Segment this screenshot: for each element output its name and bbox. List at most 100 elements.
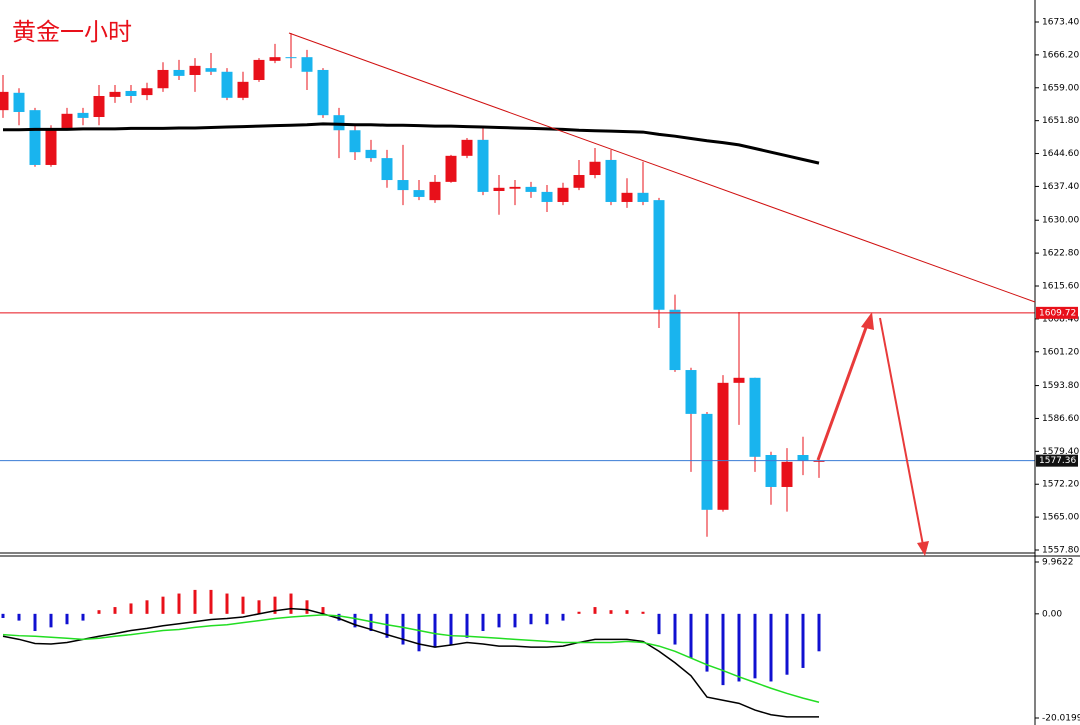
y-tick-label: 1557.80 <box>1042 546 1079 556</box>
histogram-bar <box>97 610 101 614</box>
histogram-bar <box>241 596 245 614</box>
histogram-bar <box>689 613 693 659</box>
candle-body <box>349 130 361 153</box>
candle-body <box>173 69 185 76</box>
histogram-bar <box>289 593 293 614</box>
histogram-bar <box>1 613 5 618</box>
candle-body <box>333 115 345 131</box>
price-tag-label: 1609.72 <box>1039 308 1076 318</box>
histogram-bar <box>385 613 389 638</box>
histogram-bar <box>49 613 53 628</box>
candle-body <box>493 187 505 191</box>
candle-body <box>765 454 777 487</box>
price-tag-label: 1577.36 <box>1039 456 1076 466</box>
candle-body <box>397 180 409 191</box>
histogram-bar <box>449 613 453 645</box>
histogram-bar <box>513 613 517 628</box>
trend-line <box>288 32 1036 303</box>
y-tick-label: 1608.40 <box>1042 314 1079 324</box>
histogram-bar <box>561 613 565 621</box>
histogram-bar <box>129 603 133 614</box>
y-tick-label: 1637.40 <box>1042 182 1079 192</box>
histogram-bar <box>769 613 773 682</box>
histogram-bar <box>273 596 277 614</box>
y-tick-label: 1673.40 <box>1042 18 1079 28</box>
y-tick-label: 1586.60 <box>1042 414 1079 424</box>
y-tick-label: 1615.60 <box>1042 282 1079 292</box>
y-tick-label: 1644.60 <box>1042 149 1079 159</box>
candle-body <box>13 92 25 112</box>
candle-body <box>717 382 729 510</box>
candle-body <box>317 69 329 116</box>
candle-body <box>413 190 425 197</box>
histogram-bar <box>177 593 181 614</box>
candle-body <box>525 186 537 192</box>
y-tick-label: 1572.20 <box>1042 480 1079 490</box>
histogram-bar <box>753 613 757 679</box>
y-tick-label: -20.0199 <box>1042 714 1080 724</box>
y-tick-label: 1593.80 <box>1042 381 1079 391</box>
histogram-bar <box>65 613 69 625</box>
histogram-bar <box>145 600 149 614</box>
histogram-bar <box>33 613 37 632</box>
candle-body <box>669 309 681 371</box>
y-tick-label: 1601.20 <box>1042 347 1079 357</box>
histogram-bar <box>529 613 533 625</box>
y-tick-label: 1630.00 <box>1042 216 1079 226</box>
candle-body <box>509 186 521 189</box>
candle-body <box>109 91 121 97</box>
plot-layer <box>0 32 1035 718</box>
histogram-bar <box>593 607 597 614</box>
y-tick-label: 1622.80 <box>1042 249 1079 259</box>
candle-body <box>749 377 761 457</box>
forecast-arrow <box>816 312 929 556</box>
candle-body <box>77 112 89 118</box>
histogram-bar <box>161 596 165 614</box>
candle-body <box>93 95 105 118</box>
y-tick-label: 1659.00 <box>1042 83 1079 93</box>
candle-body <box>61 113 73 128</box>
histogram-bar <box>193 589 197 614</box>
candle-body <box>653 200 665 310</box>
histogram-bar <box>417 613 421 652</box>
candle-body <box>429 181 441 201</box>
candle-body <box>541 191 553 202</box>
candle-body <box>301 57 313 72</box>
candle-body <box>29 110 41 165</box>
histogram-bar <box>545 613 549 625</box>
histogram-bar <box>481 613 485 632</box>
y-tick-label: 1565.00 <box>1042 513 1079 523</box>
histogram-bar <box>305 600 309 614</box>
histogram-bar <box>465 613 469 638</box>
histogram-bar <box>673 613 677 645</box>
histogram-bar <box>785 613 789 675</box>
candle-body <box>45 130 57 165</box>
histogram-bar <box>353 613 357 628</box>
y-tick-label: 1651.80 <box>1042 116 1079 126</box>
candle-body <box>205 68 217 72</box>
indicator-line <box>2 614 820 704</box>
candle-body <box>141 88 153 96</box>
candle-body <box>733 377 745 383</box>
histogram-bar <box>705 613 709 672</box>
candle-body <box>285 57 297 59</box>
candle-body <box>701 413 713 510</box>
candle-body <box>445 155 457 182</box>
candle-body <box>461 139 473 156</box>
candle-body <box>221 71 233 98</box>
histogram-bar <box>337 613 341 621</box>
candle-body <box>685 370 697 414</box>
histogram-bar <box>81 613 85 621</box>
price-tag <box>1036 454 1078 467</box>
candle-body <box>365 149 377 159</box>
histogram-bar <box>657 613 661 635</box>
candle-body <box>157 69 169 89</box>
y-tick-label: 0.00 <box>1042 609 1062 619</box>
histogram-bar <box>625 610 629 614</box>
indicator-line <box>2 607 819 718</box>
histogram-bar <box>257 600 261 614</box>
y-tick-label: 9.9622 <box>1042 558 1074 568</box>
histogram-bar <box>577 611 581 614</box>
